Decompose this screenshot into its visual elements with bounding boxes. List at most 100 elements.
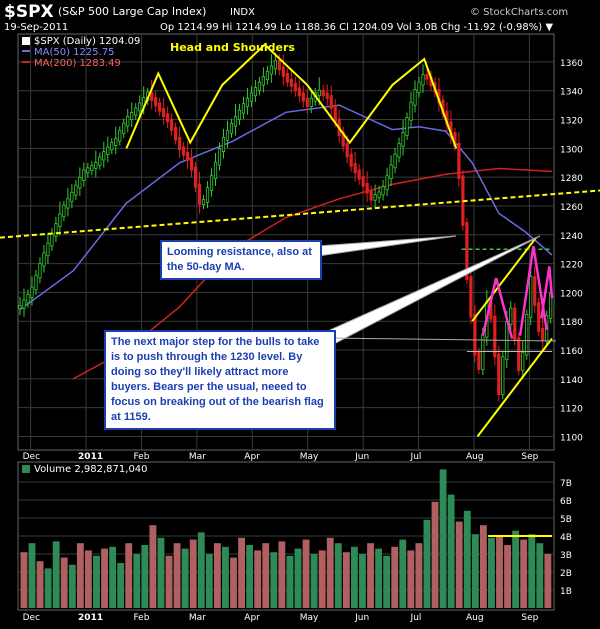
candle-body	[405, 116, 409, 136]
volume-x-tick-label: Dec	[23, 613, 40, 623]
candle-body	[62, 204, 66, 218]
candle-body	[273, 60, 277, 70]
volume-bar	[359, 554, 366, 608]
volume-bar	[334, 543, 342, 608]
volume-bar	[536, 543, 544, 608]
volume-bar	[60, 557, 68, 608]
ma200-line	[72, 167, 553, 380]
ma50-line	[19, 104, 553, 311]
candle-body	[158, 102, 162, 112]
candle-body	[229, 122, 234, 134]
candle-body	[309, 97, 313, 107]
price-x-tick-label: May	[300, 452, 319, 462]
volume-bar	[246, 545, 254, 608]
candle-body	[86, 167, 90, 174]
candle-body	[193, 166, 198, 188]
symbol-description: (S&P 500 Large Cap Index)	[58, 5, 206, 18]
date-label: 19-Sep-2011	[4, 22, 68, 33]
candle-body	[249, 92, 254, 102]
candle-body	[34, 274, 38, 291]
candle-body	[221, 136, 226, 153]
ma50-line-layer	[19, 104, 553, 311]
volume-y-tick-label: 6B	[560, 497, 572, 507]
candle-body	[189, 157, 194, 171]
candle-body	[174, 127, 178, 141]
volume-y-axis: 1B 2B 3B 4B 5B 6B 7B	[560, 479, 572, 597]
volume-bar	[141, 545, 149, 608]
volume-bar	[262, 543, 270, 608]
candle-body	[297, 87, 301, 97]
flag-swing-line	[481, 277, 514, 339]
volume-bar	[294, 548, 302, 608]
volume-bar	[149, 525, 157, 608]
volume-bar	[447, 494, 455, 608]
volume-x-tick-label: Aug	[466, 613, 484, 623]
candle-body	[377, 191, 381, 198]
candle-body	[50, 232, 54, 247]
candle-body	[373, 194, 377, 201]
volume-bar	[479, 525, 487, 608]
candle-body	[417, 81, 421, 93]
candle-body	[150, 91, 154, 101]
candle-body	[473, 313, 477, 356]
pattern-title: Head and Shoulders	[170, 41, 295, 54]
levels-layer	[0, 189, 600, 352]
candle-body	[397, 142, 401, 158]
candle-body	[197, 183, 202, 205]
price-x-tick-label: Jul	[410, 452, 422, 462]
candle-body	[465, 222, 469, 280]
price-y-tick-label: 1100	[560, 433, 583, 443]
price-y-tick-label: 1220	[560, 261, 583, 271]
candle-body	[42, 252, 46, 267]
candle-body	[82, 169, 86, 181]
candle-body	[30, 286, 34, 298]
price-legend: $SPX (Daily) 1204.09 MA(50) 1225.75 MA(2…	[22, 36, 140, 69]
candle-body	[94, 162, 98, 169]
price-y-tick-label: 1140	[560, 376, 583, 386]
candle-body	[233, 116, 238, 127]
candle-body	[497, 353, 501, 396]
volume-bar	[93, 555, 100, 608]
price-x-tick-label: Feb	[133, 452, 149, 462]
candle-body	[213, 161, 218, 180]
price-x-axis: Dec 2011 Feb Mar Apr May Jun Jul Aug Sep	[23, 452, 539, 462]
candle-body	[70, 191, 74, 203]
volume-y-tick-label: 3B	[560, 551, 572, 561]
candle-body	[18, 304, 22, 309]
candle-body	[253, 87, 258, 97]
candle-body	[381, 186, 385, 196]
volume-bar	[544, 554, 552, 608]
candle-body	[261, 76, 265, 86]
candle-body	[46, 242, 50, 257]
candle-body	[329, 95, 333, 109]
candles-layer	[18, 52, 553, 402]
volume-bar	[399, 539, 407, 608]
candle-body	[98, 156, 102, 166]
volume-bar	[439, 469, 447, 608]
volume-bar	[520, 539, 528, 608]
candle-body	[78, 177, 82, 189]
price-y-tick-label: 1240	[560, 232, 583, 242]
flag-swing-line	[518, 246, 548, 336]
candle-body	[521, 351, 525, 371]
price-x-tick-label: Sep	[521, 452, 538, 462]
candle-body	[245, 97, 250, 107]
candle-body	[477, 351, 481, 370]
candle-body	[58, 213, 62, 227]
price-y-tick-label: 1320	[560, 117, 583, 127]
candle-body	[457, 142, 461, 180]
candle-body	[317, 89, 321, 97]
price-y-tick-label: 1180	[560, 318, 583, 328]
candle-body	[357, 169, 361, 180]
volume-bar	[310, 554, 318, 608]
volume-bar	[383, 555, 391, 608]
volume-bar	[367, 543, 374, 608]
candle-body	[265, 70, 269, 80]
candle-body	[54, 223, 58, 237]
candle-body	[102, 151, 106, 161]
candle-body	[393, 153, 397, 169]
candle-body	[162, 107, 166, 118]
price-y-tick-label: 1280	[560, 174, 583, 184]
price-x-tick-label: Aug	[466, 452, 484, 462]
candle-body	[285, 73, 289, 83]
